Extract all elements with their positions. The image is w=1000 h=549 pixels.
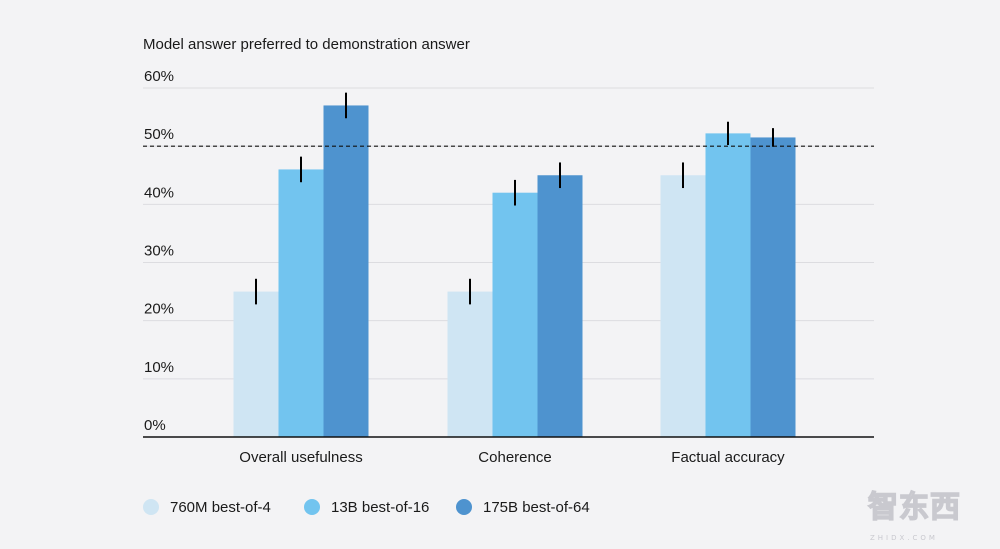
bar [750,137,796,438]
watermark: 智东西 ZHIDX.COM [867,489,961,542]
chart-title: Model answer preferred to demonstration … [143,36,470,53]
watermark-subtext: ZHIDX.COM [870,534,938,542]
bar [705,133,751,437]
bar [660,175,706,437]
watermark-text: 智东西 [868,490,961,525]
bar [447,291,493,437]
bar [323,105,369,437]
y-tick-label: 20% [144,301,174,318]
bar [233,291,279,437]
x-category-label: Overall usefulness [239,449,362,466]
y-tick-label: 0% [144,417,166,434]
y-tick-label: 10% [144,359,174,376]
bar [537,175,583,437]
legend-label: 760M best-of-4 [170,499,271,516]
legend-swatch [304,499,320,515]
legend-swatch [456,499,472,515]
x-category-label: Factual accuracy [671,449,785,466]
y-tick-label: 50% [144,126,174,143]
bar [278,169,324,437]
bar [492,192,538,437]
legend-label: 175B best-of-64 [483,499,590,516]
y-tick-label: 40% [144,184,174,201]
x-category-label: Coherence [478,449,551,466]
y-tick-label: 30% [144,243,174,260]
legend-label: 13B best-of-16 [331,499,429,516]
legend-swatch [143,499,159,515]
y-tick-label: 60% [144,68,174,85]
